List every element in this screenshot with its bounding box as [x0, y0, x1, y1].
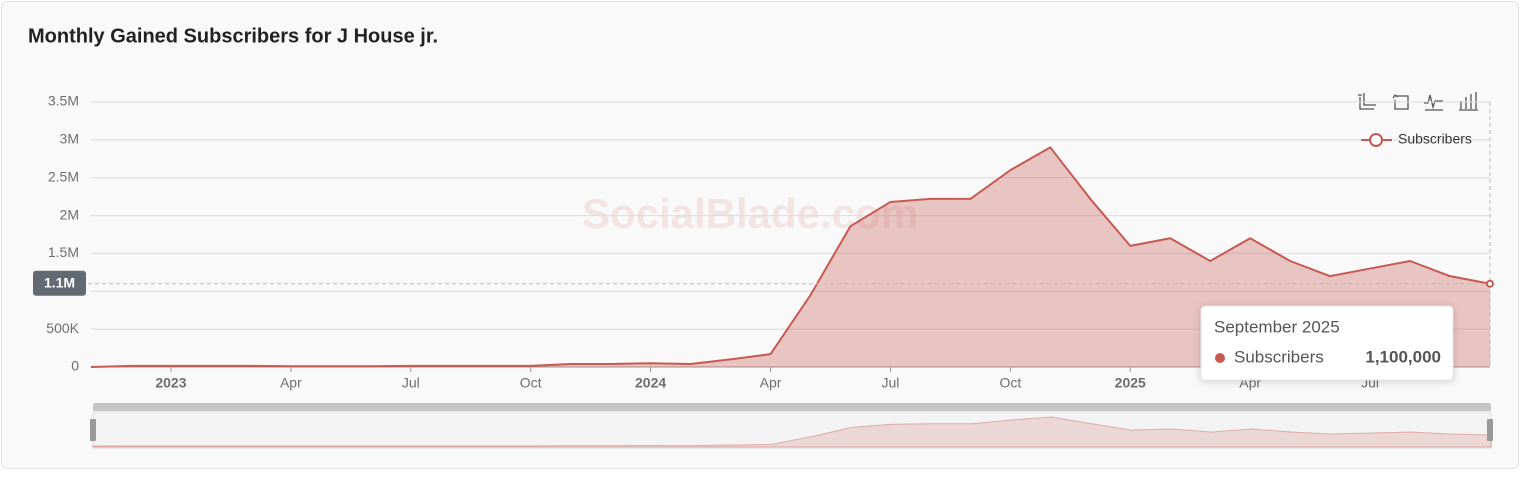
tooltip: September 2025 Subscribers 1,100,000: [1200, 305, 1454, 381]
toolbox: [1358, 92, 1478, 111]
x-tick-label: Apr: [760, 375, 782, 391]
card: [1, 1, 1519, 469]
tooltip-title: September 2025: [1214, 317, 1340, 336]
y-tick-label: 1.5M: [48, 244, 79, 260]
y-tick-label: 2.5M: [48, 168, 79, 184]
zoom-area: [92, 416, 1492, 448]
area: [91, 147, 1490, 367]
x-tick-label: Oct: [999, 375, 1021, 391]
pointer-label: 1.1M: [44, 274, 75, 290]
chart-title: Monthly Gained Subscribers for J House j…: [28, 25, 438, 47]
pointer-label-box: [33, 270, 86, 296]
zoom-track: [92, 411, 1492, 449]
tooltip-value: 1,100,000: [1365, 347, 1441, 366]
x-tick-label: 2023: [155, 375, 186, 391]
y-tick-label: 3M: [60, 131, 79, 147]
y-tick-label: 500K: [46, 320, 79, 336]
x-tick-label: Jul: [402, 375, 420, 391]
restore-icon[interactable]: [1392, 94, 1409, 110]
x-tick-label: Apr: [280, 375, 302, 391]
legend-marker: [1369, 133, 1383, 147]
x-tick-label: 2025: [1115, 375, 1146, 391]
zoom-handle-bar: [93, 403, 1491, 411]
tooltip-marker: [1215, 353, 1225, 363]
x-tick-label: 2024: [635, 375, 666, 391]
x-tick-label: Oct: [520, 375, 542, 391]
line: [90, 146, 1491, 368]
zoom-handle[interactable]: [90, 419, 96, 441]
tooltip-series: Subscribers: [1234, 347, 1324, 366]
line-icon[interactable]: [1424, 94, 1443, 111]
legend-label[interactable]: Subscribers: [1398, 131, 1472, 147]
y-tick-label: 2M: [60, 206, 79, 222]
zoom-icon[interactable]: [1358, 93, 1376, 110]
watermark: SocialBlade.com: [582, 190, 918, 237]
y-tick-label: 0: [71, 358, 79, 374]
y-tick-label: 3.5M: [48, 93, 79, 109]
pointer-dot: [1486, 279, 1494, 288]
tooltip-box: [1200, 305, 1454, 381]
x-tick-label: Jul: [881, 375, 899, 391]
zoom-handle[interactable]: [1487, 419, 1493, 441]
